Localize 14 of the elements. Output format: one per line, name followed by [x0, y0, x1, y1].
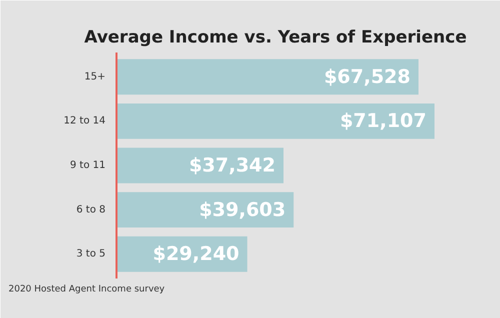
- data-label: $67,528: [324, 66, 410, 88]
- text: 2020 Hosted Agent Income survey: [8, 284, 166, 294]
- data-label: $37,342: [188, 154, 276, 176]
- chart-title: Average Income vs. Years of Experience: [84, 28, 467, 48]
- data-label: $29,240: [152, 243, 240, 266]
- y-tick-label: 3 to 5: [76, 248, 106, 260]
- y-tick-label: 9 to 11: [70, 160, 106, 171]
- data-label: $39,603: [199, 198, 286, 221]
- bar: [116, 59, 418, 95]
- y-tick-label: 15+: [84, 71, 106, 82]
- bar: [116, 103, 434, 139]
- data-label: $71,107: [340, 110, 427, 132]
- y-tick-label: 12 to 14: [64, 116, 106, 127]
- y-tick-label: 6 to 8: [76, 204, 106, 216]
